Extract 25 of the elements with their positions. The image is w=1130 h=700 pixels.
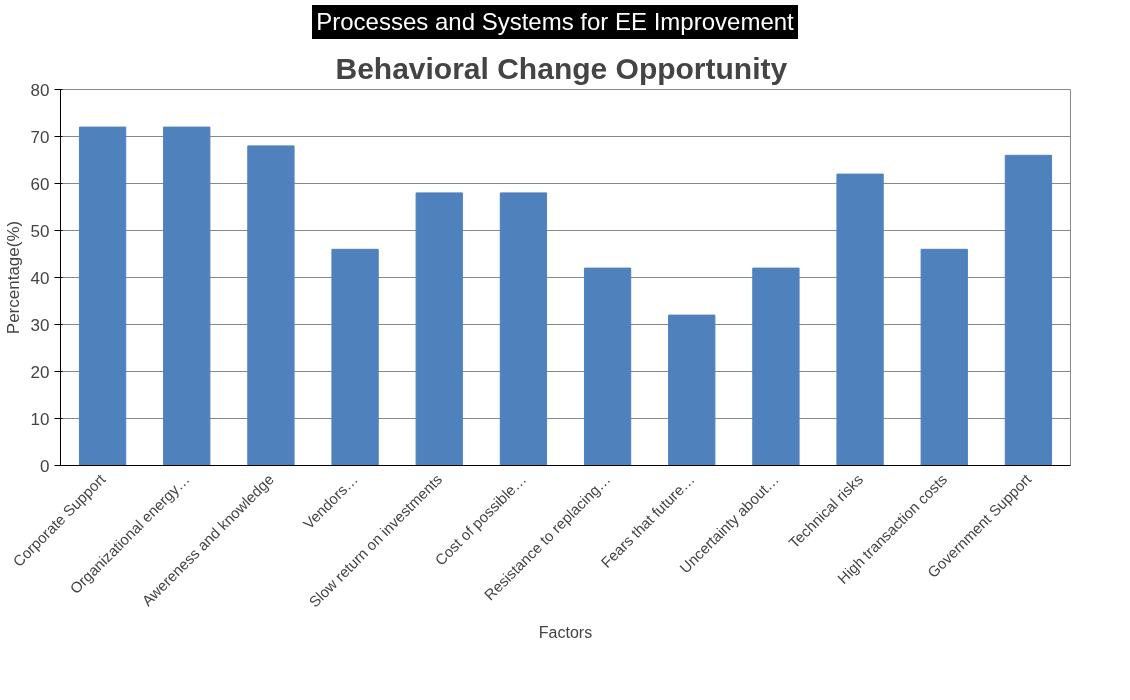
- y-tick-label: 10: [30, 409, 50, 429]
- y-axis-title: Percentage(%): [3, 221, 23, 335]
- bar: [163, 126, 211, 466]
- y-tick-label: 20: [30, 362, 50, 382]
- bar: [583, 267, 632, 466]
- bar: [752, 267, 800, 466]
- y-tick-label: 40: [30, 268, 50, 288]
- x-axis-title: Factors: [538, 624, 593, 642]
- y-tick-label: 30: [30, 315, 50, 335]
- bar: [499, 192, 548, 466]
- bar: [247, 145, 295, 466]
- bar: [836, 173, 884, 466]
- y-tick-label: 50: [30, 221, 50, 241]
- y-tick-label: 70: [30, 127, 50, 147]
- chart-title: Behavioral Change Opportunity: [335, 51, 788, 85]
- y-tick-label: 80: [30, 80, 50, 100]
- bar: [668, 314, 716, 466]
- bar: [920, 249, 968, 466]
- bar: [415, 192, 463, 466]
- y-tick-label: 0: [40, 456, 50, 476]
- bar: [1004, 155, 1053, 466]
- bar: [78, 126, 127, 466]
- bar: [331, 249, 379, 466]
- y-tick-label: 60: [30, 174, 50, 194]
- chart-subtitle: Processes and Systems for EE Improvement: [312, 5, 798, 40]
